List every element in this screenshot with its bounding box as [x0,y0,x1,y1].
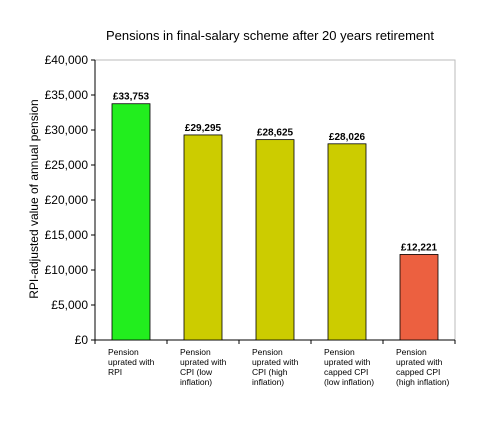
chart-title: Pensions in final-salary scheme after 20… [106,28,434,43]
y-tick-label: £15,000 [45,228,89,242]
y-axis-label: RPI-adjusted value of annual pension [27,99,41,298]
bar [255,139,295,341]
x-category-label-line: Pension [108,347,139,357]
y-tick-label: £30,000 [45,123,89,137]
x-category-label-line: inflation) [252,377,284,387]
bar [399,254,439,341]
x-category-label-line: uprated with [180,357,227,367]
x-category-label-line: (low inflation) [324,377,374,387]
x-category-label-line: uprated with [396,357,443,367]
data-label: £28,625 [257,128,294,139]
data-label: £12,221 [401,242,438,253]
data-label: £28,026 [329,132,366,143]
x-category-label-line: Pension [252,347,283,357]
y-tick-label: £25,000 [45,158,89,172]
x-category-label-line: CPI (low [180,367,213,377]
x-category-label: Pension uprated with CPI (high inflation) [252,347,299,387]
data-label: £29,295 [185,123,222,134]
x-category-label-line: (high inflation) [396,377,450,387]
plot-area: £0 £5,000 £10,000 £15,000 £20,000 £25,000 £30,… [45,53,456,387]
x-category-label-line: capped CPI [396,367,440,377]
x-category-label-line: Pension [324,347,355,357]
data-label: £33,753 [113,92,150,103]
x-category-label-line: uprated with [108,357,155,367]
x-category-label-line: uprated with [324,357,371,367]
x-category-label-line: Pension [396,347,427,357]
x-category-label-line: CPI (high [252,367,288,377]
x-category-label: Pension uprated with CPI (low inflation) [180,347,227,387]
x-category-label-line: uprated with [252,357,299,367]
y-tick-label: £5,000 [51,298,88,312]
bar [327,143,367,341]
bar [183,134,223,341]
x-category-label-line: Pension [180,347,211,357]
y-tick-label: £40,000 [45,53,89,67]
bar [111,103,151,341]
x-category-label: Pension uprated with RPI [108,347,155,377]
y-tick-label: £35,000 [45,88,89,102]
x-category-label-line: inflation) [180,377,212,387]
y-tick-label: £20,000 [45,193,89,207]
x-category-label-line: RPI [108,367,122,377]
x-category-label: Pension uprated with capped CPI (low inflat… [324,347,374,387]
y-tick-label: £0 [75,333,89,347]
y-tick-label: £10,000 [45,263,89,277]
x-category-label-line: capped CPI [324,367,368,377]
x-category-label: Pension uprated with capped CPI (high infla… [396,347,450,387]
